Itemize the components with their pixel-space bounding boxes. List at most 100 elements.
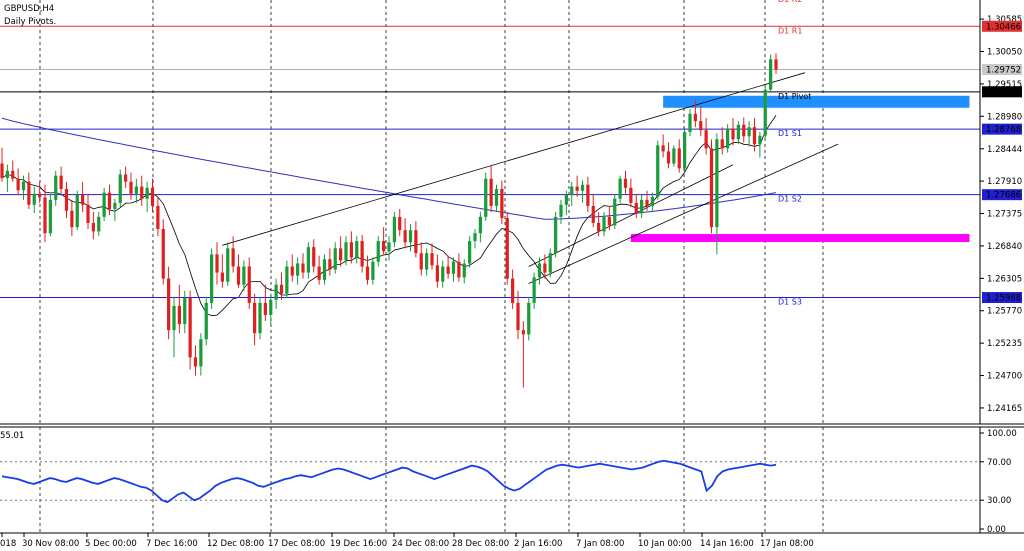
pivot-label: D1 S3 [778, 298, 802, 307]
candle-body [656, 145, 660, 197]
chart-symbol-title: GBPUSD,H4 [4, 4, 54, 14]
price-marker-label: 1.30466 [986, 22, 1021, 32]
price-tick-label: 1.27375 [987, 210, 1022, 220]
oscillator-line-group [1, 459, 777, 504]
pivot-label: D1 R2 [778, 0, 802, 4]
candle-body [645, 199, 649, 206]
candles [0, 53, 778, 388]
candle-body [48, 199, 52, 234]
candle-body [27, 181, 31, 205]
candle-body [91, 222, 95, 232]
candle-body [54, 175, 58, 200]
oscillator-grid [0, 461, 980, 501]
candle-body [564, 195, 568, 205]
candle-body [521, 330, 525, 335]
price-tick-label: 1.24700 [987, 372, 1022, 382]
candle-body [597, 222, 601, 232]
candle-body [167, 278, 171, 331]
price-tick-label: 1.30585 [987, 15, 1022, 25]
candle-body [430, 253, 434, 266]
candle-body [242, 266, 246, 285]
candle-body [43, 197, 47, 234]
candle-body [414, 230, 418, 254]
candle-body [290, 266, 294, 276]
candle-body [742, 124, 746, 137]
candle-body [215, 254, 219, 273]
candle-body [32, 193, 36, 205]
price-marker-label: 1.28768 [986, 125, 1021, 135]
candle-body [683, 132, 687, 169]
candle-body [161, 228, 165, 279]
price-marker-box [982, 123, 1022, 135]
candle-body [441, 266, 445, 282]
candle-body [328, 259, 332, 270]
candle-body [177, 305, 181, 325]
candle-body [435, 265, 439, 282]
candle-body [183, 298, 187, 325]
price-tick-label: 1.28444 [987, 145, 1022, 155]
time-tick-label: 12 Dec 08:00 [207, 539, 264, 549]
price-marker-box [982, 292, 1022, 304]
osc-tick-label: 0.00 [987, 525, 1006, 535]
upper-trendline [222, 72, 806, 246]
candle-body [559, 204, 563, 217]
candle-body [774, 59, 778, 70]
candle-body [494, 188, 499, 206]
price-tick-label: 1.27910 [987, 177, 1022, 187]
candle-body [693, 113, 697, 122]
candle-body [339, 248, 343, 261]
candle-body [419, 253, 423, 270]
time-tick-label: 10 Jan 00:00 [638, 539, 692, 549]
price-marker-label: 1.29384 [986, 88, 1021, 98]
candle-body [81, 195, 85, 205]
candle-body [537, 263, 542, 278]
candle-body [107, 192, 112, 209]
candle-body [172, 305, 176, 331]
candle-body [532, 277, 536, 303]
candle-body [124, 174, 128, 182]
candle-body [220, 272, 224, 282]
candle-body [0, 163, 4, 179]
resistance-zone [663, 95, 970, 108]
candle-body [769, 59, 773, 90]
time-tick-label: 24 Dec 08:00 [392, 539, 449, 549]
candle-body [387, 242, 391, 252]
candle-body [747, 127, 751, 137]
time-tick-label: 018 [0, 539, 16, 549]
candle-body [527, 302, 531, 335]
candle-body [140, 186, 144, 199]
candle-body [296, 263, 300, 276]
time-tick-label: 2 Jan 16:00 [514, 539, 562, 549]
candle-body [199, 339, 203, 367]
pivot-label: D1 Pivot [778, 92, 811, 101]
pivot-label: D1 S2 [778, 195, 802, 204]
candle-body [629, 187, 633, 203]
candle-body [548, 253, 552, 273]
candle-body [666, 151, 671, 164]
candle-body [392, 216, 396, 243]
candle-body [5, 170, 9, 179]
pivot-label: D1 S1 [778, 129, 802, 138]
price-tick-label: 1.25770 [987, 307, 1022, 317]
candle-body [462, 263, 466, 278]
price-tick-label: 1.28980 [987, 112, 1022, 122]
candle-body [301, 263, 305, 273]
time-tick-label: 17 Dec 08:00 [268, 539, 325, 549]
inner-trendline [528, 164, 734, 267]
lower-trendline [528, 143, 839, 284]
price-tick-label: 1.29515 [987, 80, 1022, 90]
candle-body [360, 241, 364, 267]
oscillator-axis: 100.00 70.00 30.00 0.00 [980, 429, 1017, 535]
candle-body [468, 241, 472, 264]
time-tick-label: 30 Nov 08:00 [22, 539, 79, 549]
candle-body [731, 128, 735, 140]
candle-body [156, 205, 160, 229]
moving-average-slow [1, 117, 777, 220]
zones [630, 95, 970, 243]
price-marker-box [982, 189, 1022, 201]
candle-body [355, 241, 359, 258]
candle-body [726, 128, 730, 149]
candle-body [554, 216, 558, 254]
candle-body [193, 357, 198, 367]
